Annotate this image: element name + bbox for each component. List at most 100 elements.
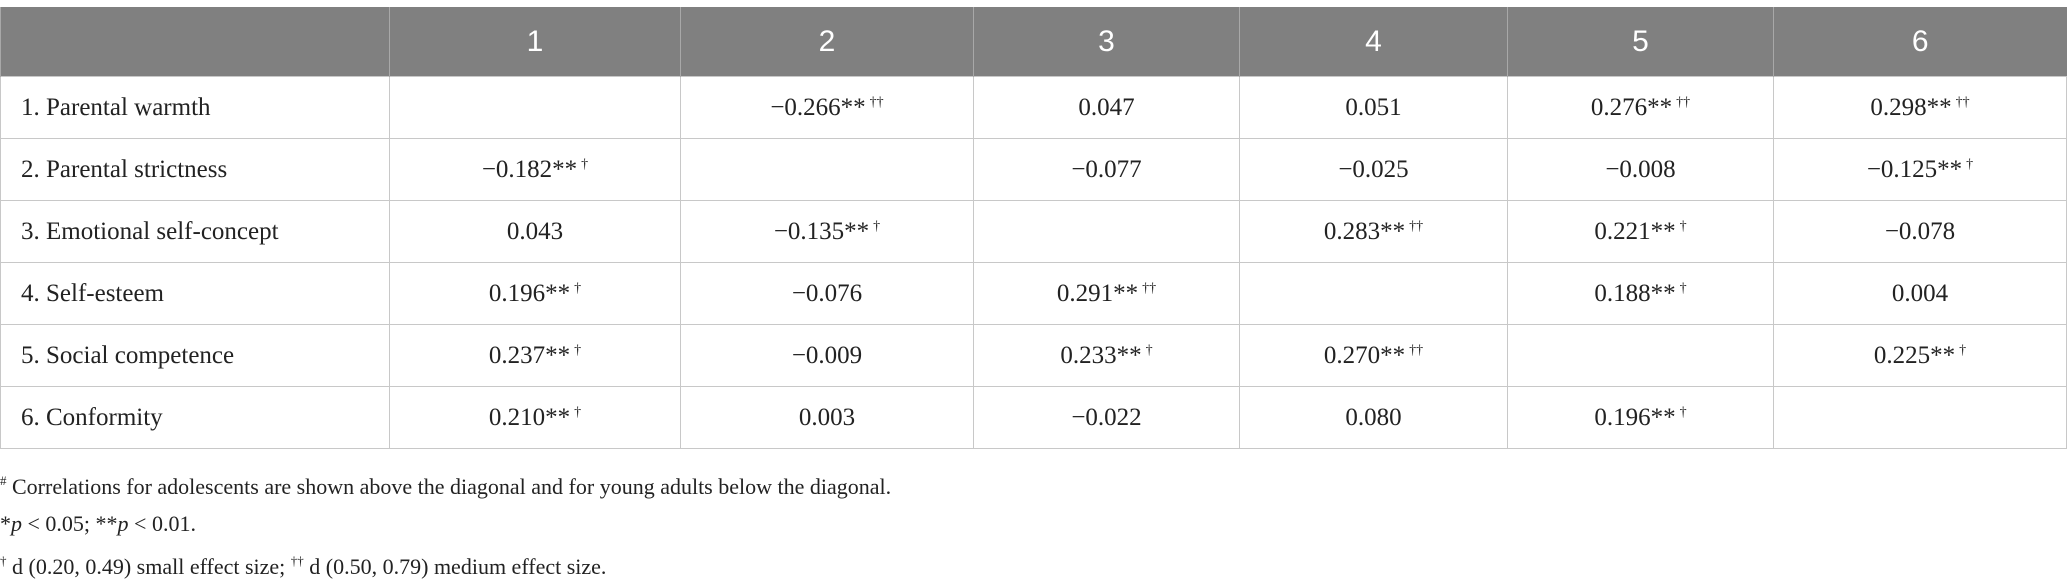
cell-value: 0.196** <box>488 279 571 307</box>
cell-value: 0.043 <box>506 217 564 245</box>
cell-value: −0.022 <box>1071 403 1142 431</box>
effect-size-mark: †† <box>1142 280 1157 296</box>
row-label: 4. Self-esteem <box>0 262 390 325</box>
note-text: * <box>0 511 11 536</box>
cell-value: −0.125** <box>1866 155 1963 183</box>
table-cell: 0.051 <box>1239 76 1508 139</box>
cell-value: −0.135** <box>773 217 870 245</box>
column-header: 6 <box>1773 7 2067 77</box>
effect-size-mark: † <box>1679 280 1687 296</box>
cell-value: 0.298** <box>1870 93 1952 121</box>
note-text: < 0.05; ** <box>22 511 118 536</box>
cell-value: 0.283** <box>1323 217 1406 245</box>
cell-value: −0.076 <box>791 279 863 307</box>
table-cell: 0.291** †† <box>973 262 1240 325</box>
cell-value: 0.291** <box>1056 279 1139 307</box>
cell-value: 0.276** <box>1590 93 1673 121</box>
effect-size-mark: † <box>1679 404 1687 420</box>
note: † d (0.20, 0.49) small effect size; †† d… <box>0 542 891 585</box>
table-cell <box>1507 324 1774 387</box>
table-cell <box>1773 386 2067 449</box>
effect-size-mark: † <box>873 218 881 234</box>
cell-value: 0.188** <box>1594 279 1676 307</box>
table-cell: 0.210** † <box>389 386 681 449</box>
effect-size-mark: †† <box>1409 342 1424 358</box>
note-text: †† <box>290 553 304 568</box>
table-row: 6. Conformity 0.210** † 0.003 −0.022 0.080 0.1… <box>0 386 2067 449</box>
note-text: < 0.01. <box>128 511 196 536</box>
column-header: 2 <box>680 7 974 77</box>
table-cell: 0.047 <box>973 76 1240 139</box>
cell-value: 0.003 <box>798 403 856 431</box>
effect-size-mark: † <box>1959 342 1967 358</box>
note-text: d (0.50, 0.79) medium effect size. <box>303 554 607 579</box>
cell-value: −0.078 <box>1884 217 1956 245</box>
cell-value: −0.008 <box>1605 155 1676 183</box>
column-header: 5 <box>1507 7 1774 77</box>
table-notes: # Correlations for adolescents are shown… <box>0 462 891 585</box>
cell-value: 0.233** <box>1060 341 1142 369</box>
cell-value: 0.196** <box>1594 403 1676 431</box>
table-cell: 0.225** † <box>1773 324 2067 387</box>
table-cell: 0.298** †† <box>1773 76 2067 139</box>
table-cell: 0.237** † <box>389 324 681 387</box>
table-cell: −0.266** †† <box>680 76 974 139</box>
effect-size-mark: †† <box>1409 218 1424 234</box>
table-row: 5. Social competence 0.237** † −0.009 0.233*… <box>0 324 2067 387</box>
effect-size-mark: † <box>1966 156 1974 172</box>
row-label: 6. Conformity <box>0 386 390 449</box>
effect-size-mark: †† <box>1676 94 1691 110</box>
corner-cell <box>0 7 390 77</box>
table-cell: 0.270** †† <box>1239 324 1508 387</box>
table-cell: 0.283** †† <box>1239 200 1508 263</box>
table-cell: 0.196** † <box>1507 386 1774 449</box>
table-cell: 0.080 <box>1239 386 1508 449</box>
table-cell: 0.276** †† <box>1507 76 1774 139</box>
table-cell: 0.003 <box>680 386 974 449</box>
cell-value: 0.237** <box>488 341 571 369</box>
cell-value: −0.025 <box>1338 155 1409 183</box>
table-body: 1. Parental warmth −0.266** †† 0.047 0.051 0.… <box>0 76 2067 449</box>
cell-value: 0.047 <box>1078 93 1135 121</box>
column-header: 3 <box>973 7 1240 77</box>
note-text: p <box>11 511 22 536</box>
cell-value: 0.270** <box>1323 341 1406 369</box>
row-label: 3. Emotional self-concept <box>0 200 390 263</box>
cell-value: 0.051 <box>1345 93 1402 121</box>
table-row: 4. Self-esteem 0.196** † −0.076 0.291** †† 0.1… <box>0 262 2067 325</box>
effect-size-mark: †† <box>1955 94 1970 110</box>
table-row: 2. Parental strictness −0.182** † −0.077 −0.… <box>0 138 2067 201</box>
table-cell: −0.135** † <box>680 200 974 263</box>
cell-value: −0.077 <box>1071 155 1142 183</box>
cell-value: −0.182** <box>481 155 578 183</box>
row-label: 1. Parental warmth <box>0 76 390 139</box>
cell-value: −0.266** <box>770 93 866 121</box>
column-header: 4 <box>1239 7 1508 77</box>
note: # Correlations for adolescents are shown… <box>0 462 891 505</box>
cell-value: −0.009 <box>791 341 863 369</box>
cell-value: 0.221** <box>1594 217 1676 245</box>
cell-value: 0.080 <box>1345 403 1402 431</box>
table-cell: −0.077 <box>973 138 1240 201</box>
table-cell: −0.125** † <box>1773 138 2067 201</box>
table-cell <box>389 76 681 139</box>
table-row: 1. Parental warmth −0.266** †† 0.047 0.051 0.… <box>0 76 2067 139</box>
cell-value: 0.004 <box>1891 279 1949 307</box>
cell-value: 0.210** <box>488 403 571 431</box>
table-cell: −0.076 <box>680 262 974 325</box>
row-label: 2. Parental strictness <box>0 138 390 201</box>
table-cell: −0.182** † <box>389 138 681 201</box>
table-cell <box>680 138 974 201</box>
column-header: 1 <box>389 7 681 77</box>
table-cell: −0.022 <box>973 386 1240 449</box>
note-text: † <box>0 553 7 568</box>
table-cell <box>1239 262 1508 325</box>
table-cell: −0.009 <box>680 324 974 387</box>
table-cell: 0.043 <box>389 200 681 263</box>
effect-size-mark: † <box>574 280 582 296</box>
table-row: 3. Emotional self-concept 0.043 −0.135** † 0… <box>0 200 2067 263</box>
table-cell: 0.004 <box>1773 262 2067 325</box>
